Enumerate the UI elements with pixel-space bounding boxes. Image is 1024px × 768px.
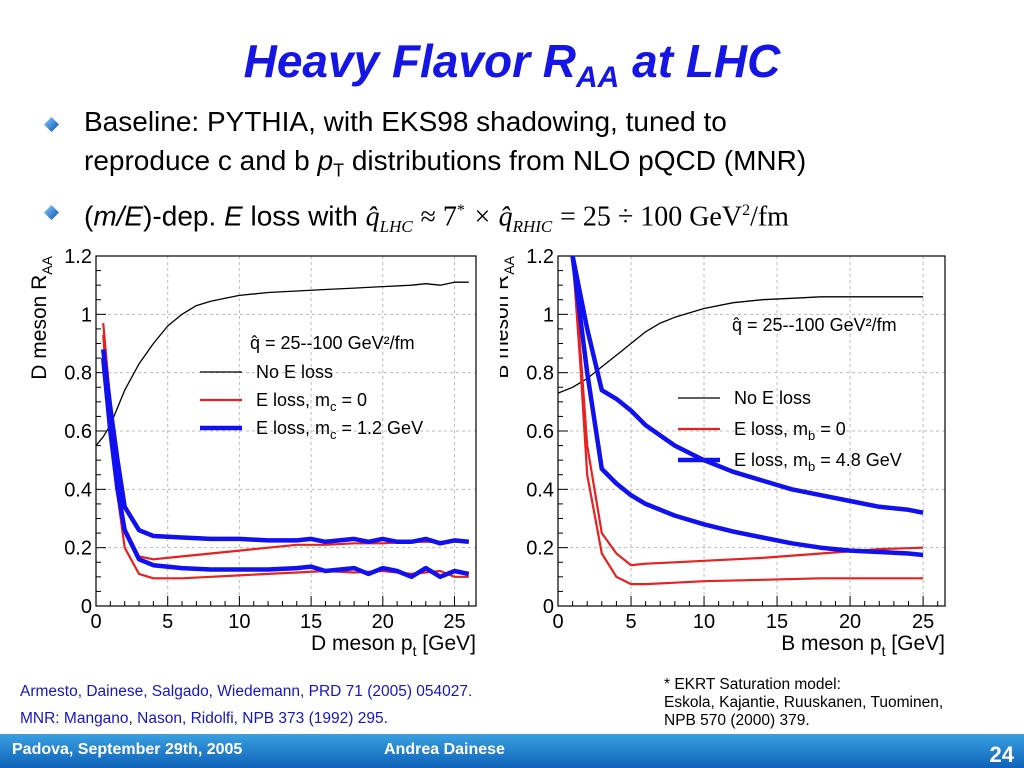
y-tick-label: 1.2 bbox=[526, 246, 554, 268]
y-tick-label: 0 bbox=[543, 596, 554, 618]
series-curve-red bbox=[571, 255, 924, 586]
footnote-journal: NPB 570 (2000) 379. bbox=[664, 712, 810, 729]
footnote-ekrt: * EKRT Saturation model: bbox=[664, 676, 841, 693]
footer-bar bbox=[0, 734, 1024, 768]
series-curve-blue bbox=[570, 255, 924, 515]
x-tick-label: 25 bbox=[912, 611, 934, 633]
y-axis-label: D meson RAA bbox=[28, 255, 55, 379]
series-curve-thin bbox=[557, 296, 924, 394]
x-tick-label: 15 bbox=[766, 611, 788, 633]
y-axis-label: B meson RAA bbox=[500, 255, 517, 378]
slide-title: Heavy Flavor RAA at LHC bbox=[243, 35, 781, 94]
y-tick-label: 0.8 bbox=[64, 363, 92, 385]
x-tick-label: 20 bbox=[839, 611, 861, 633]
x-tick-label: 25 bbox=[443, 611, 465, 633]
legend-entry: No E loss bbox=[256, 362, 333, 382]
diamond-bullet-icon bbox=[44, 117, 59, 132]
legend-entry: E loss, mb = 4.8 GeV bbox=[734, 450, 902, 474]
y-tick-label: 0.8 bbox=[526, 363, 554, 385]
x-tick-label: 0 bbox=[552, 611, 563, 633]
bullet-2: (m/E)-dep. E loss with q̂LHC ≈ 7* × q̂RH… bbox=[84, 200, 789, 236]
bullet-1-line-2: reproduce c and b pT distributions from … bbox=[84, 145, 807, 181]
series-curve-blue bbox=[570, 255, 924, 558]
series-curve-red bbox=[571, 255, 924, 567]
y-tick-label: 1 bbox=[81, 304, 92, 326]
b-meson-raa-chart: 0 5 10 15 20 25 0 0.2 0.4 0.6 0.8 1 1.2 B meson pt [G… bbox=[500, 246, 946, 659]
legend-entry: No E loss bbox=[734, 388, 811, 408]
x-tick-label: 5 bbox=[625, 611, 636, 633]
reference-armesto: Armesto, Dainese, Salgado, Wiedemann, PR… bbox=[20, 683, 473, 700]
legend-entry: E loss, mb = 0 bbox=[734, 419, 846, 443]
y-tick-label: 0.4 bbox=[526, 479, 554, 501]
x-tick-label: 15 bbox=[300, 611, 322, 633]
x-axis-label: D meson pt [GeV] bbox=[311, 632, 476, 659]
footer-author: Andrea Dainese bbox=[384, 741, 505, 758]
y-tick-label: 1.2 bbox=[64, 246, 92, 268]
y-tick-label: 0 bbox=[81, 596, 92, 618]
x-tick-label: 10 bbox=[228, 611, 250, 633]
d-meson-raa-chart: 0 5 10 15 20 25 0 0.2 0.4 0.6 0.8 1 1.2 D meson pt [G… bbox=[28, 246, 477, 659]
x-tick-label: 20 bbox=[372, 611, 394, 633]
legend-entry: E loss, mc = 1.2 GeV bbox=[256, 418, 423, 442]
series-curve-blue bbox=[100, 357, 470, 580]
legend-entry: E loss, mc = 0 bbox=[256, 390, 367, 414]
y-tick-label: 0.6 bbox=[526, 421, 554, 443]
bullet-1-line-1: Baseline: PYTHIA, with EKS98 shadowing, … bbox=[84, 106, 727, 137]
footnote-authors: Eskola, Kajantie, Ruuskanen, Tuominen, bbox=[664, 694, 944, 711]
y-tick-label: 0.6 bbox=[64, 421, 92, 443]
legend-title: q̂ = 25--100 GeV²/fm bbox=[250, 333, 415, 353]
x-tick-label: 10 bbox=[693, 611, 715, 633]
y-tick-label: 1 bbox=[543, 304, 554, 326]
y-tick-label: 0.2 bbox=[64, 538, 92, 560]
x-tick-label: 0 bbox=[90, 611, 101, 633]
series-curve-red bbox=[102, 323, 469, 561]
x-axis-label: B meson pt [GeV] bbox=[781, 632, 945, 659]
series-curve-thin bbox=[95, 281, 469, 447]
footer-venue: Padova, September 29th, 2005 bbox=[12, 741, 243, 758]
reference-mnr: MNR: Mangano, Nason, Ridolfi, NPB 373 (1… bbox=[20, 710, 388, 727]
series-curve-blue bbox=[100, 349, 470, 546]
y-tick-label: 0.4 bbox=[64, 479, 92, 501]
diamond-bullet-icon bbox=[44, 205, 59, 220]
y-tick-label: 0.2 bbox=[526, 538, 554, 560]
x-tick-label: 5 bbox=[162, 611, 173, 633]
legend-title: q̂ = 25--100 GeV²/fm bbox=[732, 315, 897, 335]
page-number: 24 bbox=[989, 742, 1014, 767]
